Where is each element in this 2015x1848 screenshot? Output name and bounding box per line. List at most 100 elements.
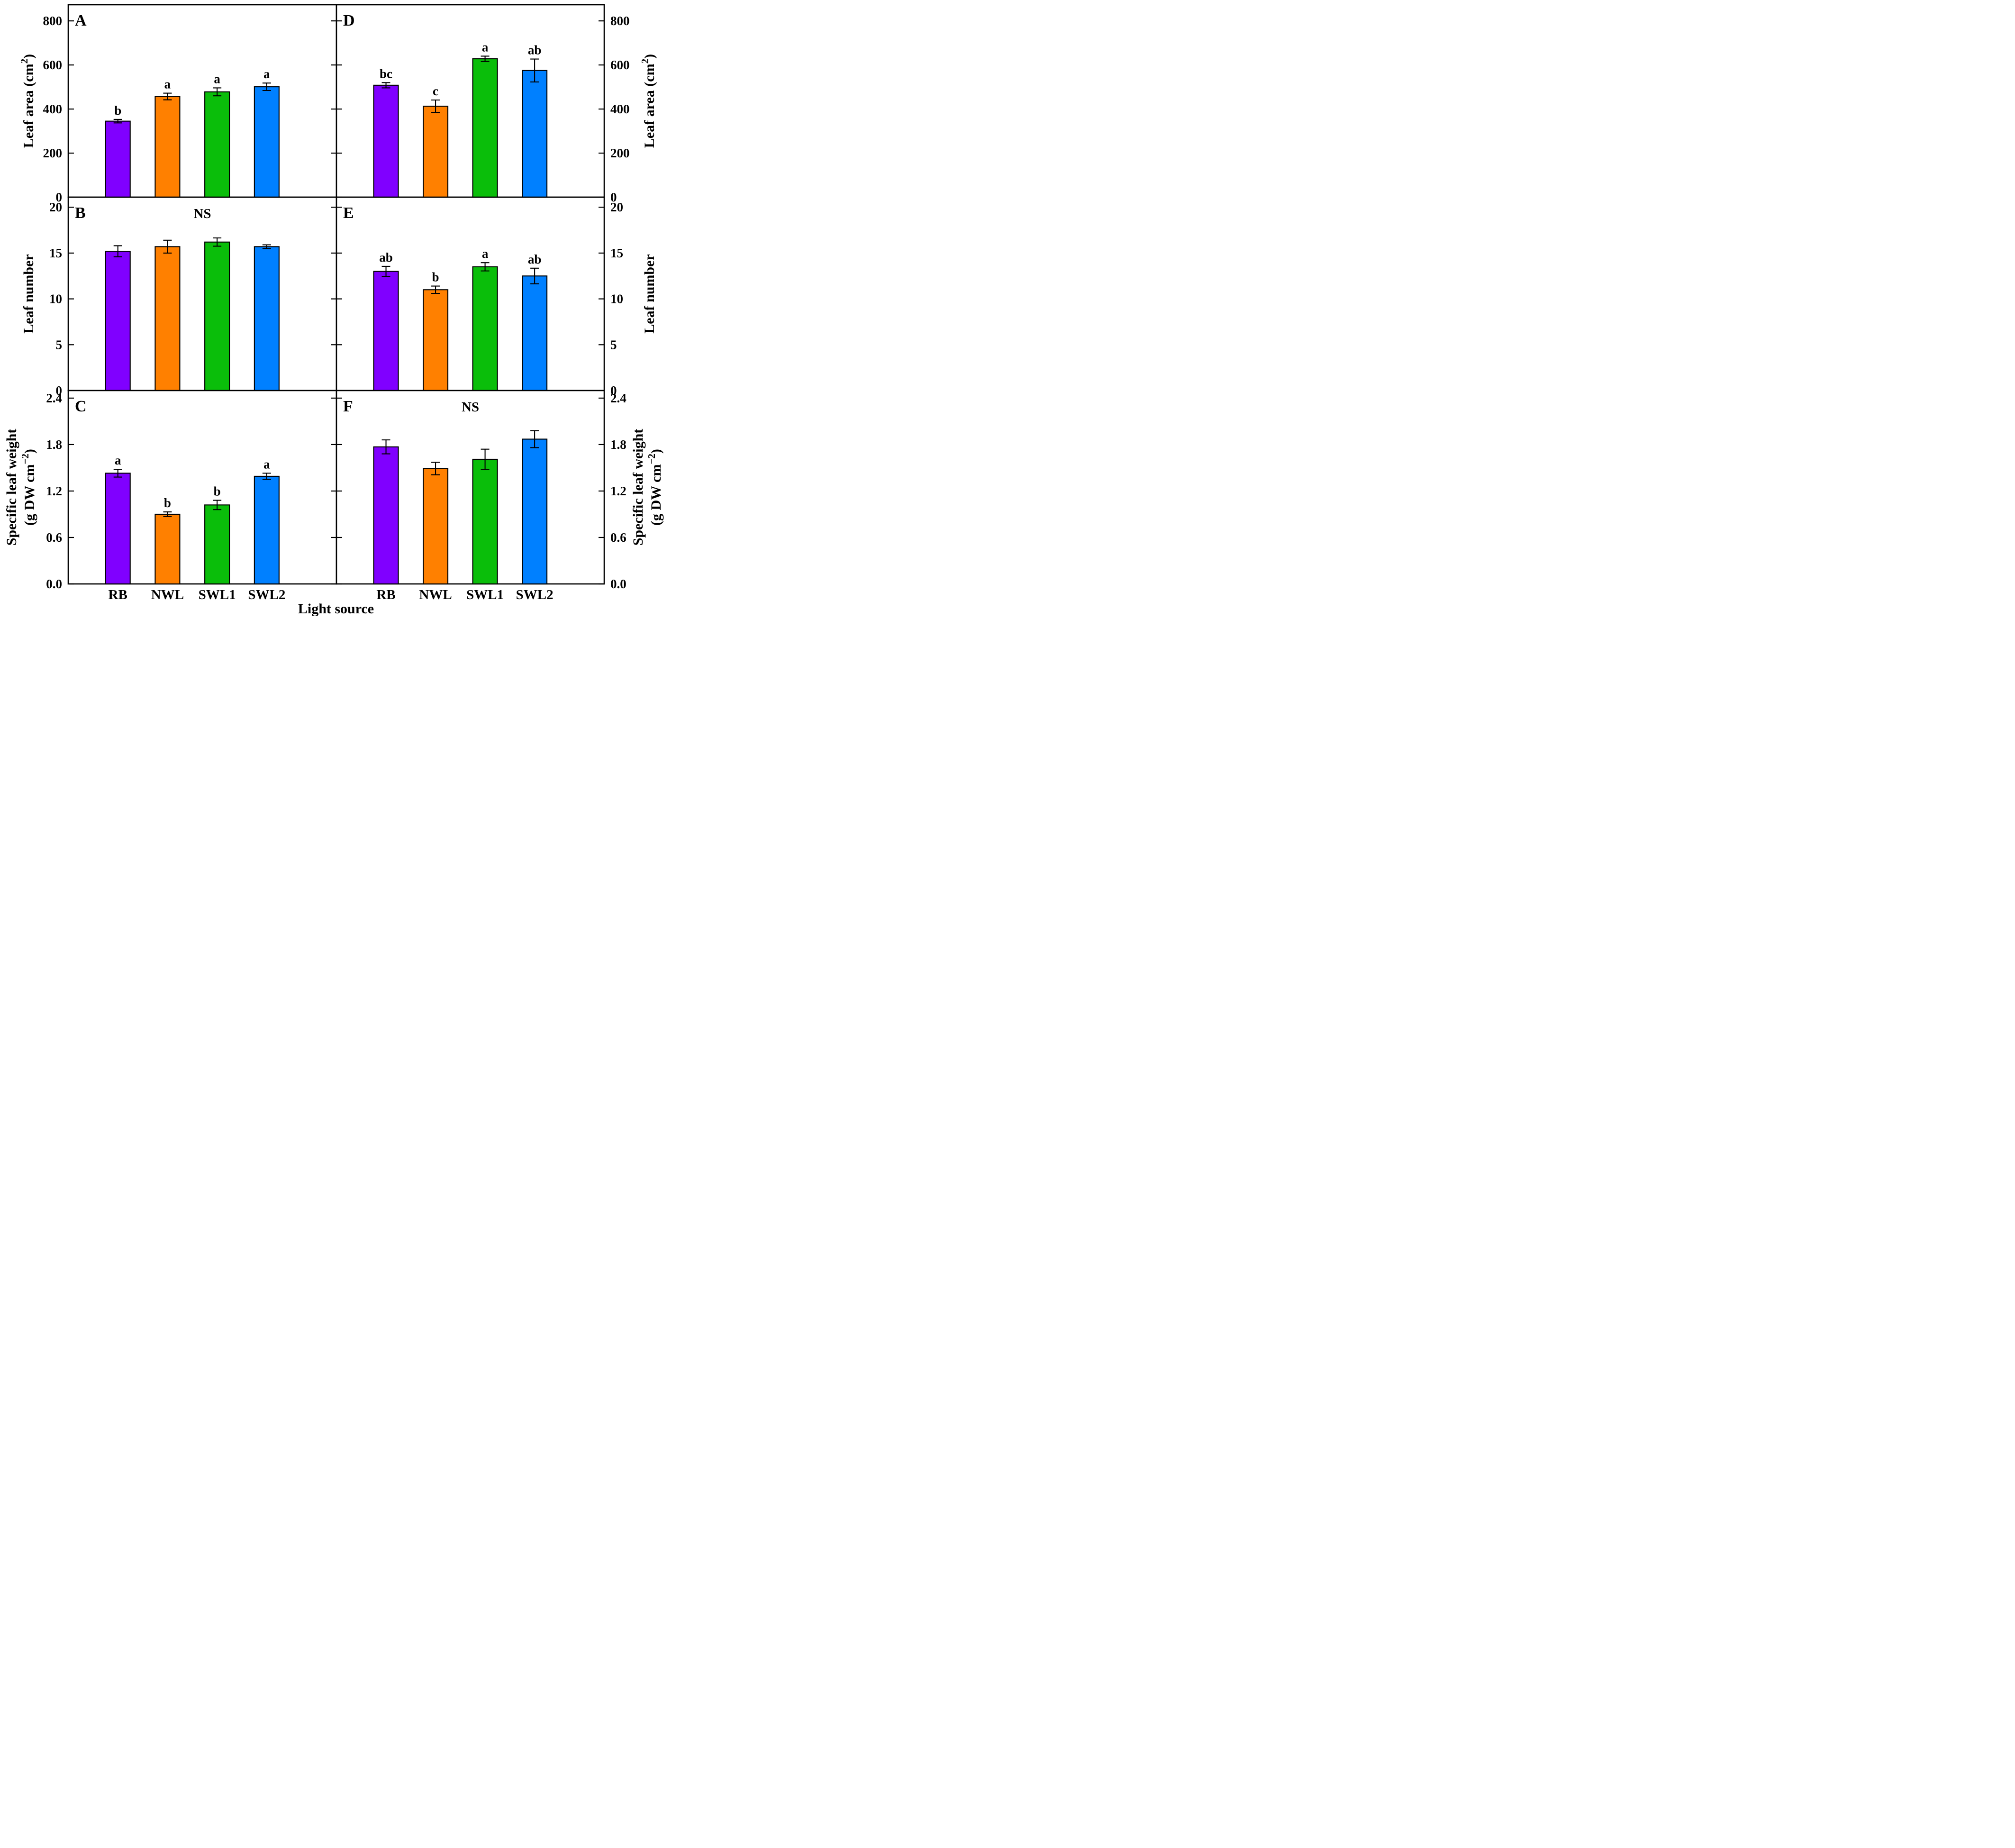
bar-A-SWL1 <box>204 91 230 198</box>
ytick-label-B-5: 5 <box>56 337 63 352</box>
bar-D-SWL1 <box>472 58 498 198</box>
x-category-label-right-NWL: NWL <box>419 587 452 602</box>
error-bar-C-NWL <box>163 511 172 517</box>
bar-A-SWL2 <box>254 86 280 198</box>
error-bar-F-SWL2 <box>530 430 539 448</box>
sig-letter-E-NWL: b <box>432 270 439 284</box>
bar-D-NWL <box>422 105 449 198</box>
six-panel-bar-figure: 0 200 400 600 800 b a a a A Leaf area (cm2) 0 200 400… <box>0 0 672 616</box>
error-bar-A-NWL <box>163 92 172 100</box>
bar-B-SWL1 <box>204 241 230 391</box>
bar-C-NWL <box>154 513 181 585</box>
ytick-label-B-0: 0 <box>56 383 63 398</box>
error-bar-F-NWL <box>431 462 440 475</box>
sig-letter-D-SWL1: a <box>482 40 489 54</box>
sig-letter-D-RB: bc <box>380 66 392 81</box>
ytick-label-C-2.4: 2.4 <box>46 391 62 405</box>
bar-B-SWL2 <box>254 246 280 391</box>
ytick-label-B-15: 15 <box>49 246 62 260</box>
error-bar-C-SWL2 <box>262 473 271 480</box>
error-bar-C-SWL1 <box>213 500 222 510</box>
error-bar-E-RB <box>381 265 390 277</box>
ytick-label-D-0: 0 <box>610 190 617 204</box>
ytick-label-D-800: 800 <box>610 14 630 28</box>
ytick-label-A-400: 400 <box>43 102 63 116</box>
bar-E-SWL1 <box>472 266 498 391</box>
panel-B: 0 5 10 15 20 B NS Leaf number <box>21 196 337 398</box>
bar-C-SWL2 <box>254 475 280 585</box>
bar-F-RB <box>373 446 399 585</box>
ytick-label-C-0.6: 0.6 <box>46 530 62 545</box>
y-axis-title-D-line1: Leaf area (cm2) <box>639 54 657 148</box>
ns-annotation-B: NS <box>193 206 211 221</box>
ytick-label-F-2.4: 2.4 <box>610 391 626 405</box>
ytick-label-A-200: 200 <box>43 146 63 160</box>
bar-A-NWL <box>154 96 181 198</box>
error-bar-B-SWL1 <box>213 237 222 247</box>
panel-D: 0 200 400 600 800 bc c a ab D Leaf area (cm2) <box>336 4 657 204</box>
y-axis-title-C-line1: Specific leaf weight <box>4 429 19 546</box>
error-bar-D-SWL2 <box>530 58 539 82</box>
panel-letter-A: A <box>75 12 87 29</box>
ytick-label-D-400: 400 <box>610 102 630 116</box>
panel-letter-C: C <box>75 398 87 415</box>
x-category-label-left-RB: RB <box>109 587 127 602</box>
bar-E-SWL2 <box>522 275 548 391</box>
error-bar-A-RB <box>113 118 122 124</box>
ytick-label-F-1.2: 1.2 <box>610 484 626 498</box>
bar-F-SWL2 <box>522 438 548 585</box>
ytick-label-F-0.0: 0.0 <box>610 577 626 591</box>
x-category-label-left-SWL2: SWL2 <box>248 587 285 602</box>
sig-letter-E-SWL1: a <box>482 246 489 261</box>
x-category-label-left-SWL1: SWL1 <box>199 587 236 602</box>
sig-letter-A-RB: b <box>114 103 121 118</box>
bar-D-SWL2 <box>522 70 548 198</box>
ytick-label-A-600: 600 <box>43 58 63 72</box>
y-axis-title-C-line2: (g DW cm−2) <box>19 449 37 526</box>
ns-annotation-F: NS <box>462 400 479 415</box>
panel-A: 0 200 400 600 800 b a a a A Leaf area (cm2) <box>18 4 337 204</box>
ytick-label-F-1.8: 1.8 <box>610 437 626 452</box>
sig-letter-A-SWL2: a <box>263 67 270 81</box>
bar-E-NWL <box>422 289 449 391</box>
bar-F-SWL1 <box>472 458 498 585</box>
x-category-label-right-RB: RB <box>376 587 395 602</box>
sig-letter-A-SWL1: a <box>214 72 220 86</box>
panel-letter-E: E <box>343 204 354 222</box>
y-axis-title-F-line2: (g DW cm−2) <box>646 449 664 526</box>
error-bar-D-SWL1 <box>481 55 490 62</box>
panel-E: 0 5 10 15 20 ab b a ab E Leaf number <box>336 196 657 398</box>
ytick-label-C-1.8: 1.8 <box>46 437 62 452</box>
x-category-label-right-SWL2: SWL2 <box>516 587 554 602</box>
x-category-label-right-SWL1: SWL1 <box>466 587 504 602</box>
ytick-label-F-0.6: 0.6 <box>610 530 626 545</box>
y-axis-title-E-line1: Leaf number <box>642 254 657 334</box>
sig-letter-C-SWL1: b <box>214 484 221 499</box>
sig-letter-E-SWL2: ab <box>528 252 542 266</box>
error-bar-E-SWL1 <box>481 262 490 272</box>
error-bar-A-SWL1 <box>213 87 222 97</box>
sig-letter-D-SWL2: ab <box>528 43 542 57</box>
error-bar-D-NWL <box>431 99 440 113</box>
error-bar-F-SWL1 <box>481 448 490 470</box>
panel-letter-D: D <box>343 12 355 29</box>
sig-letter-C-NWL: b <box>164 496 171 510</box>
bar-A-RB <box>105 120 131 198</box>
ytick-label-B-10: 10 <box>49 292 62 306</box>
error-bar-E-NWL <box>431 285 440 294</box>
y-axis-title-A-line1: Leaf area (cm2) <box>18 54 36 148</box>
y-axis-title-B-line1: Leaf number <box>21 254 36 334</box>
x-category-label-left-NWL: NWL <box>151 587 184 602</box>
bar-B-NWL <box>154 246 181 391</box>
ytick-label-E-10: 10 <box>610 292 623 306</box>
ytick-label-A-0: 0 <box>56 190 63 204</box>
ytick-label-E-5: 5 <box>610 337 617 352</box>
x-axis-title: Light source <box>298 601 374 616</box>
ytick-label-E-0: 0 <box>610 383 617 398</box>
panel-C: 0.0 0.6 1.2 1.8 2.4 a b b a C Specific leaf weight… <box>4 390 337 602</box>
sig-letter-A-NWL: a <box>164 77 171 91</box>
sig-letter-D-NWL: c <box>433 84 438 98</box>
error-bar-F-RB <box>381 439 390 455</box>
ytick-label-D-600: 600 <box>610 58 630 72</box>
